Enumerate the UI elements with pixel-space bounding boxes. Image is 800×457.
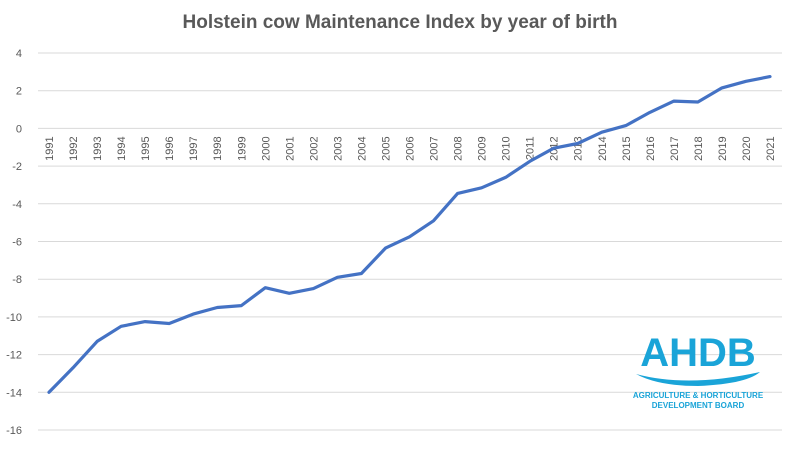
- y-tick-label: -6: [12, 237, 22, 249]
- ahdb-logo: AHDB AGRICULTURE & HORTICULTURE DEVELOPM…: [633, 331, 764, 410]
- x-tick-label: 2006: [405, 136, 417, 160]
- x-tick-label: 2007: [429, 136, 441, 160]
- x-tick-label: 1995: [140, 136, 152, 160]
- x-tick-label: 2010: [501, 136, 513, 160]
- logo-wordmark: AHDB: [640, 331, 756, 375]
- logo-line2: DEVELOPMENT BOARD: [652, 401, 745, 410]
- x-tick-label: 2000: [260, 136, 272, 160]
- x-tick-label: 1991: [44, 136, 56, 160]
- x-tick-label: 2021: [765, 136, 777, 160]
- chart-title: Holstein cow Maintenance Index by year o…: [182, 12, 618, 33]
- y-tick-label: -4: [12, 199, 22, 211]
- series-line: [47, 74, 772, 394]
- y-tick-label: -10: [6, 312, 22, 324]
- y-tick-label: -8: [12, 274, 22, 286]
- x-tick-label: 1992: [68, 136, 80, 160]
- y-tick-label: -14: [6, 387, 22, 399]
- x-tick-label: 2019: [717, 136, 729, 160]
- x-tick-label: 2002: [308, 136, 320, 160]
- x-tick-label: 2009: [477, 136, 489, 160]
- y-tick-label: -16: [6, 425, 22, 437]
- x-tick-label: 1994: [116, 136, 128, 160]
- x-tick-label: 2008: [453, 136, 465, 160]
- logo-swoosh: [636, 372, 760, 386]
- x-tick-label: 2018: [693, 136, 705, 160]
- x-tick-label: 2015: [621, 136, 633, 160]
- y-tick-label: -2: [12, 161, 22, 173]
- x-tick-label: 1997: [188, 136, 200, 160]
- x-tick-label: 1996: [164, 136, 176, 160]
- x-tick-label: 2017: [669, 136, 681, 160]
- y-tick-label: 4: [16, 48, 22, 60]
- x-tick-label: 2004: [356, 136, 368, 160]
- x-tick-label: 1999: [236, 136, 248, 160]
- x-tick-label: 2014: [597, 136, 609, 160]
- y-tick-label: -12: [6, 350, 22, 362]
- x-tick-label: 2003: [332, 136, 344, 160]
- x-tick-label: 2016: [645, 136, 657, 160]
- x-tick-label: 2001: [284, 136, 296, 160]
- x-tick-label: 2011: [525, 136, 537, 160]
- x-tick-label: 1998: [212, 136, 224, 160]
- logo-line1: AGRICULTURE & HORTICULTURE: [633, 391, 764, 400]
- y-tick-label: 2: [16, 86, 22, 98]
- x-tick-label: 2020: [741, 136, 753, 160]
- x-tick-label: 1993: [92, 136, 104, 160]
- y-tick-label: 0: [16, 123, 22, 135]
- x-tick-label: 2005: [380, 136, 392, 160]
